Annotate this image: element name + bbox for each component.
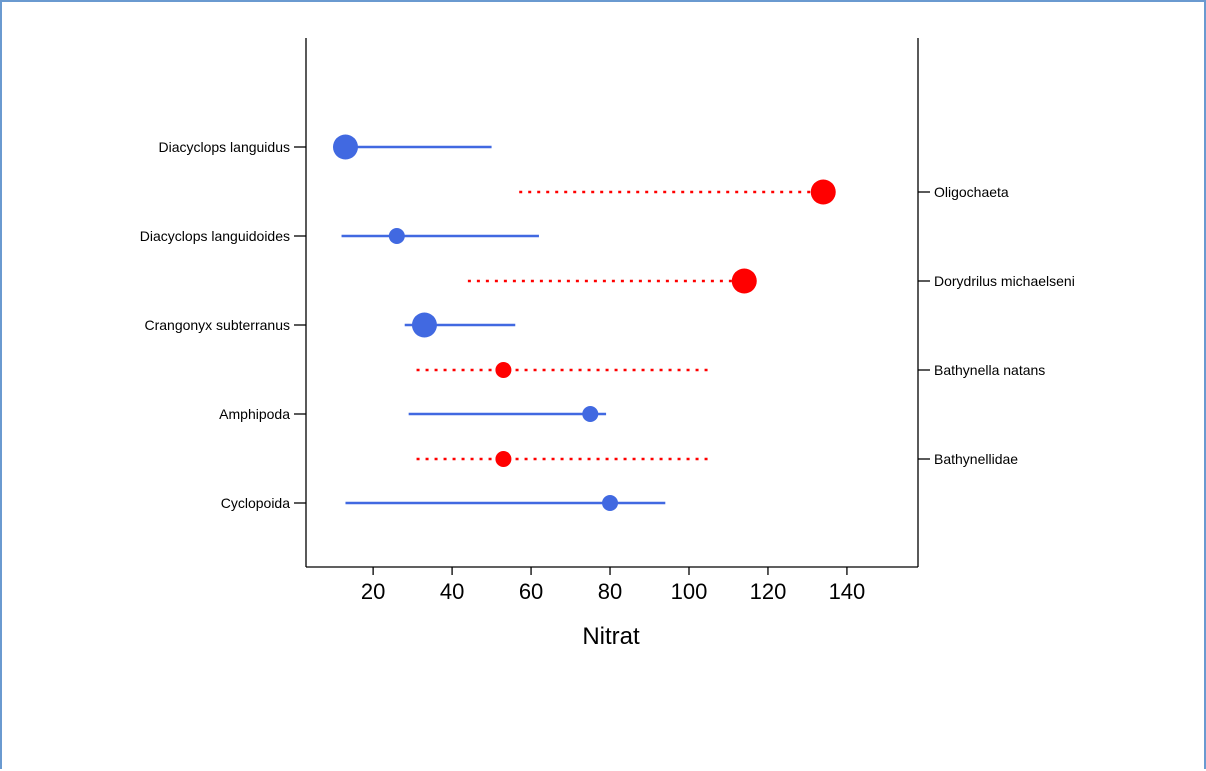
right-row-label: Oligochaeta [934, 184, 1009, 200]
chart-marks [332, 134, 836, 511]
x-tick-label: 80 [598, 579, 622, 604]
axes: 20 40 60 80 100 120 140 Diacyclops languidus Dia… [140, 38, 1075, 604]
x-axis-title: Nitrat [582, 623, 640, 650]
right-row-label: Dorydrilus michaelseni [934, 273, 1075, 289]
right-point [810, 179, 836, 205]
right-row-label: Bathynellidae [934, 451, 1018, 467]
left-row-label: Diacyclops languidus [158, 139, 290, 155]
x-tick-label: 40 [440, 579, 464, 604]
left-row-label: Diacyclops languidoides [140, 228, 290, 244]
left-point [602, 495, 619, 511]
right-point [731, 268, 757, 294]
right-point [495, 451, 512, 467]
left-point [388, 228, 405, 244]
x-tick-label: 100 [671, 579, 708, 604]
left-row-label: Cyclopoida [221, 495, 290, 511]
right-row-label: Bathynella natans [934, 362, 1045, 378]
left-point [332, 134, 358, 160]
left-row-label: Crangonyx subterranus [144, 317, 290, 333]
left-row-label: Amphipoda [219, 406, 290, 422]
x-tick-label: 60 [519, 579, 543, 604]
x-tick-label: 140 [829, 579, 866, 604]
right-point [495, 362, 512, 378]
left-point [411, 312, 437, 338]
left-point [582, 406, 599, 422]
x-tick-label: 120 [750, 579, 787, 604]
x-tick-label: 20 [361, 579, 385, 604]
